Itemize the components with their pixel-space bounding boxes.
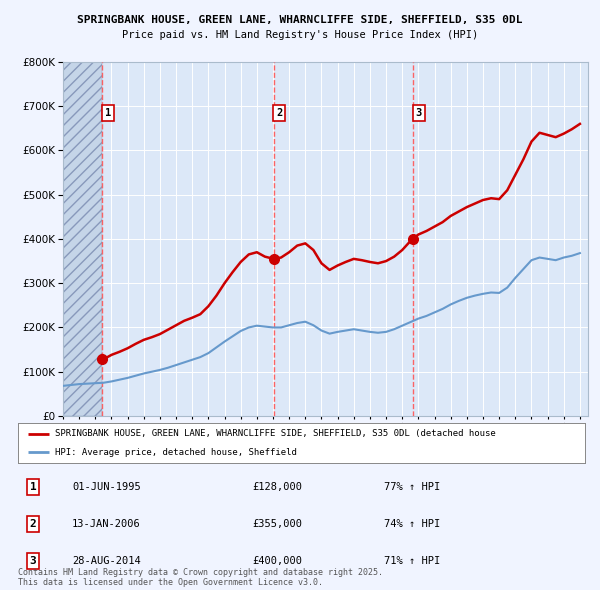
- Text: Price paid vs. HM Land Registry's House Price Index (HPI): Price paid vs. HM Land Registry's House …: [122, 30, 478, 40]
- Bar: [63, 62, 102, 416]
- Text: 2: 2: [276, 109, 283, 118]
- Text: 3: 3: [29, 556, 37, 566]
- Text: 74% ↑ HPI: 74% ↑ HPI: [384, 519, 440, 529]
- Text: 1: 1: [104, 109, 111, 118]
- Text: 71% ↑ HPI: 71% ↑ HPI: [384, 556, 440, 566]
- Text: 1: 1: [29, 482, 37, 491]
- Text: 13-JAN-2006: 13-JAN-2006: [72, 519, 141, 529]
- Text: £355,000: £355,000: [252, 519, 302, 529]
- Text: 3: 3: [415, 109, 422, 118]
- Text: £128,000: £128,000: [252, 482, 302, 491]
- Text: 77% ↑ HPI: 77% ↑ HPI: [384, 482, 440, 491]
- Text: Contains HM Land Registry data © Crown copyright and database right 2025.
This d: Contains HM Land Registry data © Crown c…: [18, 568, 383, 587]
- Text: SPRINGBANK HOUSE, GREEN LANE, WHARNCLIFFE SIDE, SHEFFIELD, S35 0DL: SPRINGBANK HOUSE, GREEN LANE, WHARNCLIFF…: [77, 15, 523, 25]
- Text: HPI: Average price, detached house, Sheffield: HPI: Average price, detached house, Shef…: [55, 448, 297, 457]
- Text: SPRINGBANK HOUSE, GREEN LANE, WHARNCLIFFE SIDE, SHEFFIELD, S35 0DL (detached hou: SPRINGBANK HOUSE, GREEN LANE, WHARNCLIFF…: [55, 430, 496, 438]
- Text: 2: 2: [29, 519, 37, 529]
- Text: £400,000: £400,000: [252, 556, 302, 566]
- Text: 01-JUN-1995: 01-JUN-1995: [72, 482, 141, 491]
- Text: 28-AUG-2014: 28-AUG-2014: [72, 556, 141, 566]
